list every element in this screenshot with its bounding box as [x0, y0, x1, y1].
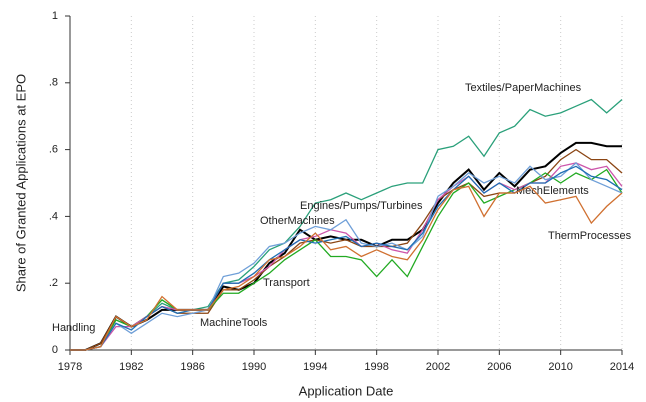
x-tick-label: 2014: [610, 361, 634, 373]
series-line: [70, 165, 623, 351]
y-tick-label: .4: [49, 210, 58, 222]
x-tick-label: 1978: [58, 361, 82, 373]
series-label: OtherMachines: [260, 215, 335, 227]
x-tick-label: 1986: [180, 361, 204, 373]
y-tick-label: 1: [52, 10, 58, 22]
x-tick-label: 1990: [242, 361, 266, 373]
series-label: Engines/Pumps/Turbines: [300, 200, 423, 212]
x-tick-label: 2006: [487, 361, 511, 373]
x-tick-label: 1994: [303, 361, 327, 373]
series-line: [70, 98, 623, 351]
series-label: ThermProcesses: [548, 230, 632, 242]
x-tick-label: 2002: [426, 361, 450, 373]
x-tick-label: 2010: [548, 361, 572, 373]
series-label: Textiles/PaperMachines: [465, 82, 582, 94]
series-line: [70, 162, 623, 351]
series-label: MachineTools: [200, 317, 268, 329]
y-tick-label: .2: [49, 277, 58, 289]
y-tick-label: .8: [49, 77, 58, 89]
y-axis-title: Share of Granted Applications at EPO: [13, 74, 28, 292]
series-label: Handling: [52, 322, 95, 334]
series-line: [70, 185, 623, 351]
x-tick-label: 1998: [364, 361, 388, 373]
x-tick-label: 1982: [119, 361, 143, 373]
series-label: Transport: [263, 277, 310, 289]
y-tick-label: .6: [49, 144, 58, 156]
y-tick-label: 0: [52, 344, 58, 356]
series-label: MechElements: [516, 185, 589, 197]
x-axis-title: Application Date: [299, 383, 394, 398]
